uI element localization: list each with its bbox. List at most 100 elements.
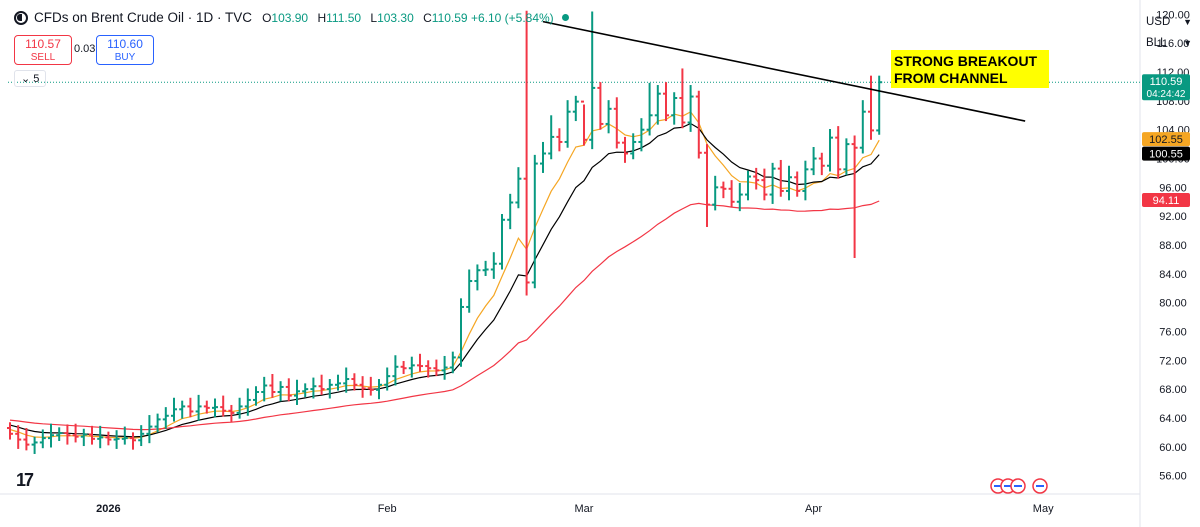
price-label-94.11: 94.11 <box>1142 192 1190 207</box>
currency-label: USD <box>1146 16 1171 28</box>
ohlc-bar <box>31 436 38 454</box>
ohlc-bar <box>335 374 341 391</box>
price-label-text: 94.11 <box>1153 195 1180 207</box>
annotation-box <box>891 50 1049 88</box>
ohlc-bar <box>80 428 87 447</box>
ohlc-bar <box>7 422 13 440</box>
sell-button[interactable]: 110.57 SELL <box>14 35 72 65</box>
ohlc-bar <box>449 351 456 374</box>
low-value: 103.30 <box>377 10 414 25</box>
ohlc-bar <box>515 167 522 209</box>
indicators-toggle-button[interactable]: ⌄ 5 <box>14 70 47 87</box>
chevron-down-icon: ⌄ <box>21 73 31 85</box>
ohlc-bar <box>777 159 784 197</box>
high-label: H <box>317 10 327 25</box>
ohlc-bar <box>736 183 743 212</box>
unit-selector[interactable]: BLL ▼ <box>1146 37 1192 49</box>
ohlc-readout: O103.90 H111.50 L103.30 C110.59 +6.10 (+… <box>262 11 554 25</box>
price-label-bg <box>1142 74 1190 101</box>
sell-price: 110.57 <box>25 37 61 51</box>
ohlc-bar <box>638 118 645 152</box>
ohlc-bar <box>646 82 653 136</box>
ohlc-bar <box>654 85 661 125</box>
buy-label: BUY <box>114 52 136 63</box>
ma-mid-line <box>9 122 880 438</box>
ohlc-bar <box>162 407 169 429</box>
ohlc-bar <box>138 425 145 447</box>
ohlc-bar <box>253 386 259 406</box>
chevron-down-icon: ▼ <box>1183 38 1192 48</box>
high-value: 111.50 <box>326 10 362 25</box>
ohlc-bar <box>113 430 120 449</box>
ohlc-bar <box>523 10 530 296</box>
ohlc-bar <box>482 260 489 276</box>
ohlc-bar <box>130 432 136 450</box>
ohlc-bar <box>294 379 300 405</box>
ohlc-bar <box>425 360 432 378</box>
ohlc-bar <box>499 214 505 270</box>
ohlc-bar <box>400 361 407 374</box>
price-label-text: 110.59 <box>1150 76 1183 88</box>
ohlc-bar <box>769 162 776 204</box>
ohlc-bar <box>244 388 251 416</box>
price-label-100.55: 100.55 <box>1142 146 1190 161</box>
price-tick-label: 72.00 <box>1159 355 1187 367</box>
price-tick-label: 64.00 <box>1159 413 1187 425</box>
close-value: 110.59 <box>431 10 468 25</box>
ohlc-bar <box>622 136 628 163</box>
tradingview-logo[interactable]: 17 <box>16 470 34 490</box>
ohlc-bar <box>195 394 202 421</box>
price-tick-label: 56.00 <box>1159 471 1187 483</box>
ohlc-bar <box>15 425 22 449</box>
market-open-dot-icon <box>561 14 569 21</box>
price-label-bg <box>1142 132 1190 147</box>
ma-short-line <box>9 111 880 440</box>
ohlc-bar <box>187 397 194 418</box>
ohlc-bar <box>490 252 497 279</box>
ohlc-bar <box>630 133 637 160</box>
ohlc-bar <box>228 404 235 423</box>
ohlc-bar <box>105 431 112 446</box>
price-tick-label: 120.00 <box>1156 9 1190 21</box>
ohlc-bar <box>851 135 858 258</box>
ohlc-bar <box>236 397 243 419</box>
ohlc-bar <box>72 423 79 443</box>
time-tick-label: Apr <box>805 503 822 515</box>
currency-selector[interactable]: USD ▼ <box>1146 16 1192 28</box>
ohlc-bar <box>89 425 95 445</box>
low-label: L <box>370 10 378 25</box>
ohlc-bar <box>376 379 382 400</box>
buy-price: 110.60 <box>107 37 143 51</box>
ohlc-bar <box>384 367 391 391</box>
ma-long-line <box>9 200 880 431</box>
price-label-bg <box>1142 192 1190 207</box>
price-label-102.55: 102.55 <box>1142 132 1190 147</box>
price-label-bg <box>1142 146 1190 161</box>
ohlc-bar <box>720 181 727 199</box>
ohlc-bar <box>827 128 833 172</box>
ohlc-bar <box>97 425 104 449</box>
buy-button[interactable]: 110.60 BUY <box>96 35 154 65</box>
ohlc-bar <box>285 378 292 402</box>
ohlc-bar <box>302 383 309 398</box>
ohlc-bar <box>212 398 218 418</box>
ohlc-bar <box>753 167 760 190</box>
ohlc-bar <box>269 373 276 398</box>
chevron-down-icon: ▼ <box>1183 17 1192 27</box>
indicators-count: 5 <box>33 73 40 85</box>
time-tick-label: May <box>1033 503 1054 515</box>
symbol-title[interactable]: CFDs on Brent Crude Oil · 1D · TVC <box>34 10 253 25</box>
countdown-text: 04:24:42 <box>1147 89 1186 100</box>
ohlc-bar <box>581 100 587 146</box>
ohlc-bar <box>56 427 63 441</box>
ohlc-bar <box>359 376 366 398</box>
price-label-text: 102.55 <box>1149 134 1183 146</box>
price-tick-label: 116.00 <box>1157 38 1190 50</box>
ohlc-bar <box>728 180 735 208</box>
ohlc-bar <box>605 100 612 134</box>
unit-label: BLL <box>1146 37 1167 49</box>
economic-event-icon <box>1032 478 1048 494</box>
time-tick-label: Mar <box>575 503 594 515</box>
